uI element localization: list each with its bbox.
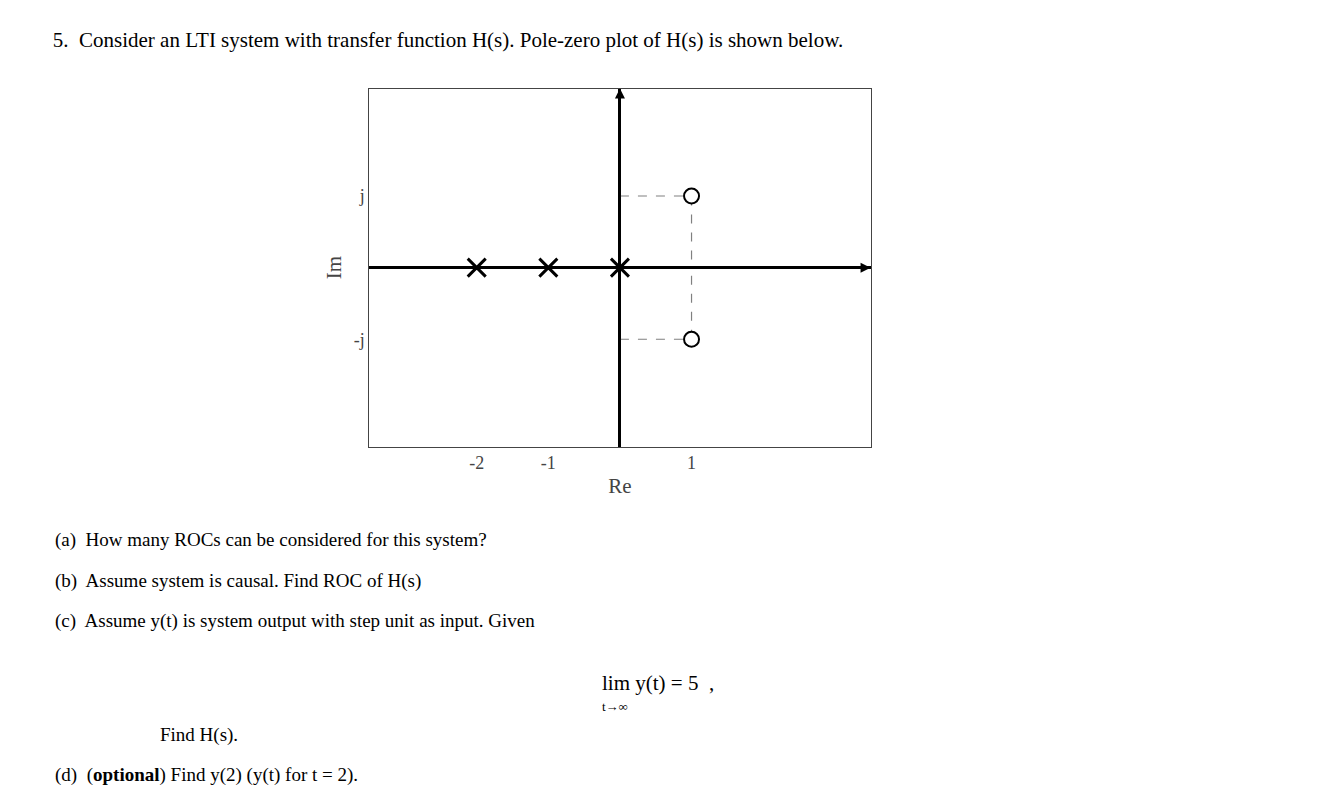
svg-text:lim y(t) = 5 ,: lim y(t) = 5 , [602, 671, 714, 695]
svg-text:-1: -1 [541, 453, 556, 473]
svg-text:-2: -2 [469, 453, 484, 473]
svg-text:Find H(s).: Find H(s). [160, 724, 238, 746]
svg-text:5. Consider an LTI system wit: 5. Consider an LTI system with transfer … [53, 28, 843, 52]
svg-text:1: 1 [687, 453, 696, 473]
svg-text:-j: -j [354, 330, 365, 350]
svg-text:Re: Re [608, 474, 631, 498]
svg-text:Im: Im [322, 256, 346, 279]
svg-text:j: j [359, 186, 365, 206]
svg-text:(c) Assume y(t) is system out: (c) Assume y(t) is system output with st… [55, 610, 535, 632]
svg-text:(a) How many ROCs can be cons: (a) How many ROCs can be considered for … [55, 529, 487, 551]
svg-text:t→∞: t→∞ [602, 699, 628, 714]
svg-text:(b) Assume system is causal.: (b) Assume system is causal. Find ROC of… [55, 570, 421, 592]
svg-text:(d) (optional) Find y(2) (y(t: (d) (optional) Find y(2) (y(t) for t = 2… [55, 764, 358, 786]
